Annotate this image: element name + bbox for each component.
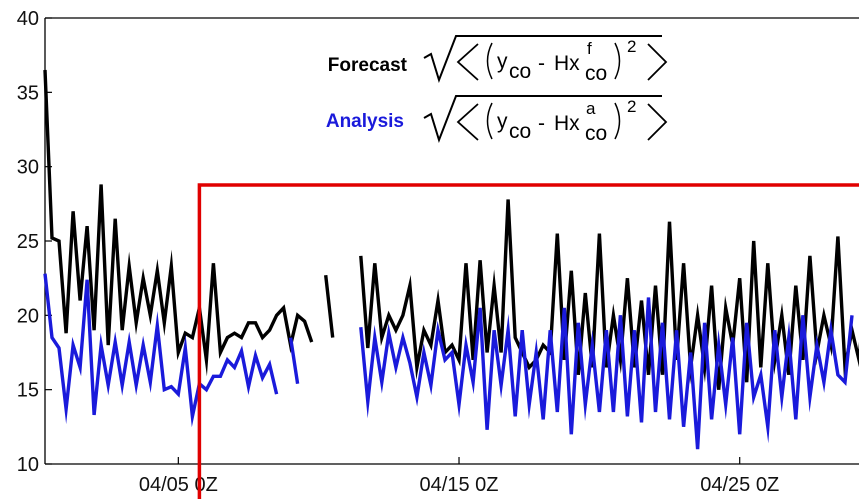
forecast-hx-subscript: co [585, 62, 607, 85]
series-line-analysis [43, 273, 854, 450]
legend-analysis-label: Analysis [326, 111, 404, 132]
forecast-right-paren [614, 42, 621, 80]
highlight-box [197, 183, 859, 499]
analysis-square: 2 [627, 97, 636, 116]
analysis-hx-subscript: co [585, 122, 607, 145]
legend: Forecast Analysis y co - Hx f co 2 y co … [326, 35, 668, 145]
forecast-y-subscript: co [509, 60, 531, 83]
y-tick-label: 15 [17, 380, 39, 402]
legend-forecast-label: Forecast [328, 55, 408, 76]
analysis-hx: Hx [554, 112, 580, 135]
y-tick-label: 10 [17, 454, 39, 476]
analysis-formula: y co - Hx a co 2 [423, 95, 668, 145]
forecast-formula: y co - Hx f co 2 [423, 35, 668, 85]
forecast-hx: Hx [554, 52, 580, 75]
analysis-radical-sign [423, 95, 662, 144]
y-axis-ticks: 10 15 20 25 30 35 40 [17, 8, 52, 476]
forecast-superscript-f: f [587, 39, 592, 58]
y-tick-label: 40 [17, 8, 39, 30]
analysis-right-angle [647, 103, 668, 141]
y-tick-label: 30 [17, 157, 39, 179]
analysis-y-symbol: y [497, 110, 508, 133]
analysis-minus: - [538, 112, 545, 135]
x-tick-label: 04/25 0Z [700, 474, 779, 496]
analysis-y-subscript: co [509, 120, 531, 143]
forecast-radical-sign [423, 35, 662, 84]
analysis-right-paren [614, 102, 621, 140]
y-tick-label: 20 [17, 305, 39, 327]
forecast-y-symbol: y [497, 50, 508, 73]
analysis-left-paren [486, 102, 493, 140]
x-tick-label: 04/05 0Z [139, 474, 218, 496]
forecast-square: 2 [627, 37, 636, 56]
y-tick-label: 35 [17, 82, 39, 104]
forecast-minus: - [538, 52, 545, 75]
analysis-left-angle [456, 103, 479, 141]
y-tick-label: 25 [17, 231, 39, 253]
forecast-right-angle [647, 43, 668, 81]
forecast-left-angle [456, 43, 479, 81]
x-tick-label: 04/15 0Z [420, 474, 499, 496]
analysis-superscript-a: a [586, 99, 596, 118]
forecast-left-paren [486, 42, 493, 80]
series-layer [43, 69, 859, 450]
